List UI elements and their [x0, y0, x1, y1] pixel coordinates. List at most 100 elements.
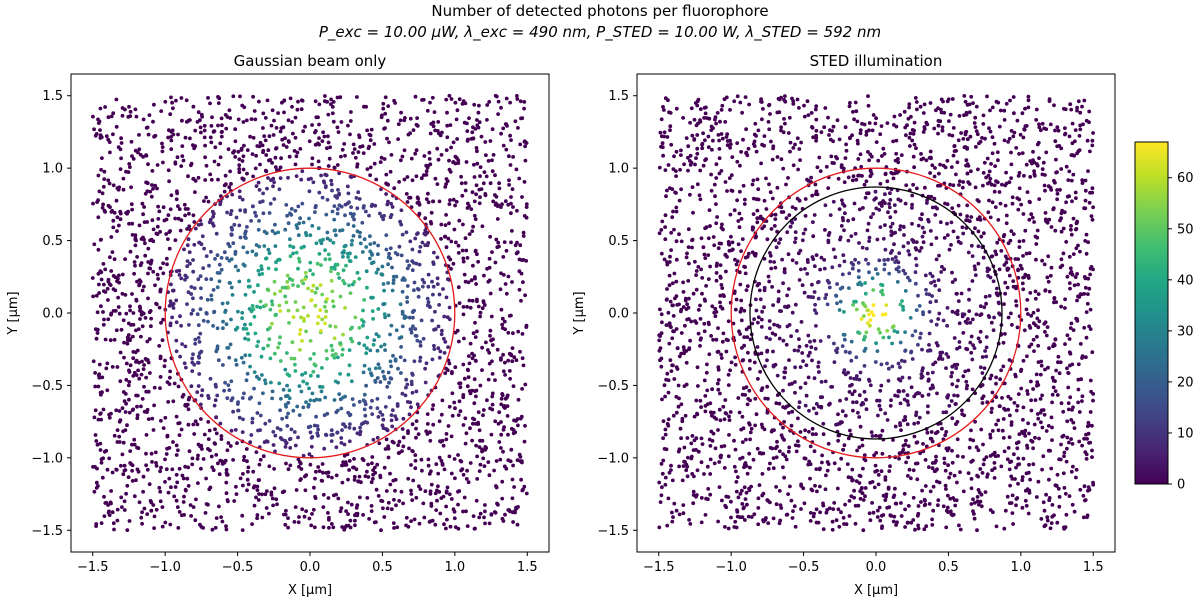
- scatter-point: [1052, 296, 1057, 301]
- scatter-point: [292, 149, 297, 153]
- scatter-point: [754, 412, 759, 417]
- x-tick-label: 0.5: [372, 560, 393, 575]
- scatter-point: [857, 415, 862, 419]
- scatter-point: [518, 142, 523, 147]
- scatter-point: [852, 389, 857, 394]
- scatter-point: [323, 315, 328, 319]
- scatter-point: [418, 343, 423, 348]
- scatter-point: [350, 214, 355, 219]
- scatter-point: [183, 402, 188, 407]
- scatter-point: [346, 123, 350, 128]
- y-axis-label: Y [μm]: [6, 291, 21, 335]
- scatter-point: [889, 170, 894, 175]
- scatter-point: [409, 327, 414, 332]
- scatter-point: [348, 327, 353, 331]
- scatter-point: [478, 383, 483, 388]
- scatter-point: [1020, 475, 1025, 479]
- scatter-point: [117, 409, 122, 413]
- scatter-point: [339, 436, 344, 440]
- scatter-point: [149, 508, 154, 513]
- scatter-point: [325, 297, 329, 301]
- scatter-point: [322, 446, 327, 451]
- scatter-point: [767, 319, 772, 323]
- scatter-point: [400, 324, 405, 329]
- scatter-point: [450, 370, 454, 374]
- scatter-point: [468, 305, 473, 310]
- scatter-point: [146, 296, 150, 301]
- scatter-point: [1067, 134, 1072, 139]
- scatter-point: [880, 451, 885, 456]
- scatter-point: [219, 437, 224, 441]
- scatter-point: [773, 217, 778, 222]
- scatter-point: [865, 246, 869, 251]
- scatter-point: [377, 441, 382, 446]
- scatter-point: [1025, 487, 1030, 491]
- scatter-point: [168, 321, 173, 326]
- scatter-point: [1006, 394, 1011, 399]
- scatter-point: [145, 512, 150, 516]
- scatter-point: [812, 338, 817, 343]
- scatter-point: [692, 474, 696, 479]
- scatter-point: [105, 286, 110, 291]
- scatter-point: [1049, 415, 1054, 420]
- scatter-point: [509, 195, 513, 199]
- scatter-point: [1053, 379, 1057, 383]
- scatter-point: [1021, 417, 1025, 422]
- scatter-point: [328, 238, 333, 243]
- scatter-point: [210, 527, 215, 532]
- scatter-point: [891, 139, 895, 144]
- scatter-point: [487, 100, 492, 104]
- x-tick-label: −1.0: [149, 560, 181, 575]
- scatter-point: [199, 130, 203, 135]
- scatter-point: [204, 311, 209, 316]
- scatter-point: [401, 435, 406, 440]
- scatter-point: [514, 167, 519, 172]
- scatter-point: [286, 467, 291, 472]
- scatter-point: [101, 322, 106, 327]
- scatter-point: [879, 124, 884, 128]
- scatter-point: [850, 266, 855, 271]
- scatter-point: [267, 251, 272, 256]
- scatter-point: [416, 432, 421, 436]
- scatter-point: [251, 469, 256, 474]
- scatter-point: [1046, 424, 1051, 428]
- scatter-point: [918, 336, 922, 340]
- scatter-point: [835, 282, 839, 286]
- y-tick-label: −1.5: [31, 524, 63, 539]
- scatter-point: [500, 316, 505, 321]
- scatter-point: [942, 461, 947, 465]
- scatter-point: [726, 383, 731, 387]
- scatter-point: [161, 160, 165, 165]
- scatter-point: [703, 111, 708, 116]
- scatter-point: [967, 445, 972, 450]
- scatter-point: [250, 249, 255, 254]
- scatter-point: [256, 227, 261, 232]
- scatter-point: [131, 350, 136, 354]
- scatter-point: [405, 300, 410, 304]
- scatter-point: [1034, 118, 1039, 122]
- scatter-point: [430, 95, 435, 100]
- scatter-point: [456, 251, 461, 255]
- scatter-point: [1078, 342, 1083, 346]
- scatter-point: [360, 220, 365, 225]
- scatter-point: [357, 341, 361, 346]
- scatter-point: [346, 222, 351, 227]
- scatter-point: [218, 458, 223, 463]
- scatter-point: [1029, 342, 1034, 347]
- scatter-point: [755, 216, 760, 221]
- scatter-point: [407, 263, 412, 268]
- scatter-point: [112, 210, 117, 215]
- scatter-point: [405, 266, 410, 271]
- scatter-point: [1086, 431, 1091, 436]
- scatter-point: [965, 383, 969, 388]
- scatter-point: [220, 123, 224, 128]
- scatter-point: [897, 269, 901, 274]
- scatter-point: [318, 308, 323, 313]
- scatter-point: [391, 521, 396, 525]
- scatter-point: [925, 371, 930, 376]
- scatter-point: [97, 189, 102, 194]
- scatter-point: [98, 128, 102, 133]
- scatter-point: [369, 295, 374, 300]
- scatter-point: [439, 222, 444, 227]
- scatter-point: [507, 183, 511, 187]
